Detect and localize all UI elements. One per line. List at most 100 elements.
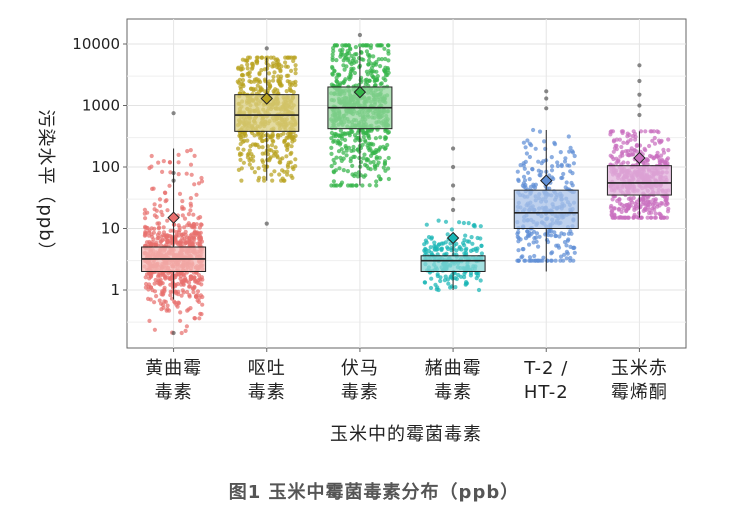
data-point [565,163,570,168]
data-point [371,54,376,59]
data-point [647,143,652,149]
data-point [360,183,365,188]
outlier-point [450,197,456,202]
data-point [475,246,480,251]
data-point [619,202,625,207]
data-point [428,285,434,291]
data-point [364,69,369,74]
data-point [567,149,572,154]
data-point [275,65,280,70]
data-point [239,64,244,69]
data-point [432,240,437,245]
data-point [270,64,275,69]
data-point [650,206,655,211]
data-point [256,131,261,136]
data-point [475,273,481,278]
data-point [249,66,255,71]
data-point [468,248,474,253]
data-point [329,136,334,141]
data-point [181,278,186,283]
data-point [443,274,448,279]
data-point [376,160,381,165]
category-label: 毒素 [155,382,193,403]
data-point [562,240,568,245]
category-label: 黄曲霉 [145,358,202,379]
data-point [194,222,199,227]
data-point [657,211,662,216]
data-point [632,148,637,153]
data-point [386,176,391,182]
data-point [443,219,449,224]
data-point [617,137,623,142]
data-point [368,153,374,158]
data-point [368,45,373,51]
data-point [188,274,193,279]
data-point [620,129,626,134]
data-point [422,242,427,247]
data-point [381,165,386,170]
data-point [515,258,520,263]
data-point [348,69,353,74]
data-point [383,65,388,70]
data-point [178,318,183,323]
data-point [241,83,246,89]
data-point [329,164,334,169]
category-label: T-2 / [523,358,568,379]
data-point [188,201,193,206]
outlier-point [450,146,456,151]
data-point [462,275,467,280]
data-point [332,68,337,73]
data-point [527,177,532,182]
outlier-point [637,103,642,108]
data-point [334,183,339,188]
data-point [653,211,658,216]
data-point [470,241,475,246]
data-point [623,215,628,220]
data-point [152,300,157,305]
data-point [181,290,186,295]
data-point [163,276,168,281]
data-point [146,284,151,289]
data-point [355,147,360,152]
data-point [260,151,265,156]
data-point [386,166,391,171]
data-point [196,181,202,186]
data-point [186,212,191,217]
data-point [160,289,165,294]
data-point [191,235,196,240]
data-point [195,289,201,294]
data-point [564,180,569,185]
data-point [563,156,568,161]
data-point [285,169,290,174]
data-point [438,278,443,284]
data-point [145,226,150,231]
data-point [367,183,372,188]
data-point [245,66,250,71]
data-point [331,179,336,184]
mean-marker [633,151,646,165]
data-point [182,236,187,241]
data-point [259,68,264,73]
data-point [288,151,293,157]
data-point [374,76,380,82]
data-point [187,284,192,289]
data-point [238,157,243,162]
data-point [187,235,192,240]
data-point [278,157,283,162]
data-point [436,242,441,247]
data-point [631,195,636,200]
data-point [645,199,651,204]
data-point [628,148,633,153]
data-point [147,165,152,171]
data-point [189,172,194,177]
data-point [562,159,568,164]
data-point [378,64,383,69]
data-point [173,236,178,242]
data-point [151,242,156,247]
y-tick-label: 100 [91,158,120,176]
data-point [167,160,172,165]
data-point [645,215,650,220]
data-point [386,155,391,161]
data-point [539,169,544,175]
data-point [626,215,631,220]
